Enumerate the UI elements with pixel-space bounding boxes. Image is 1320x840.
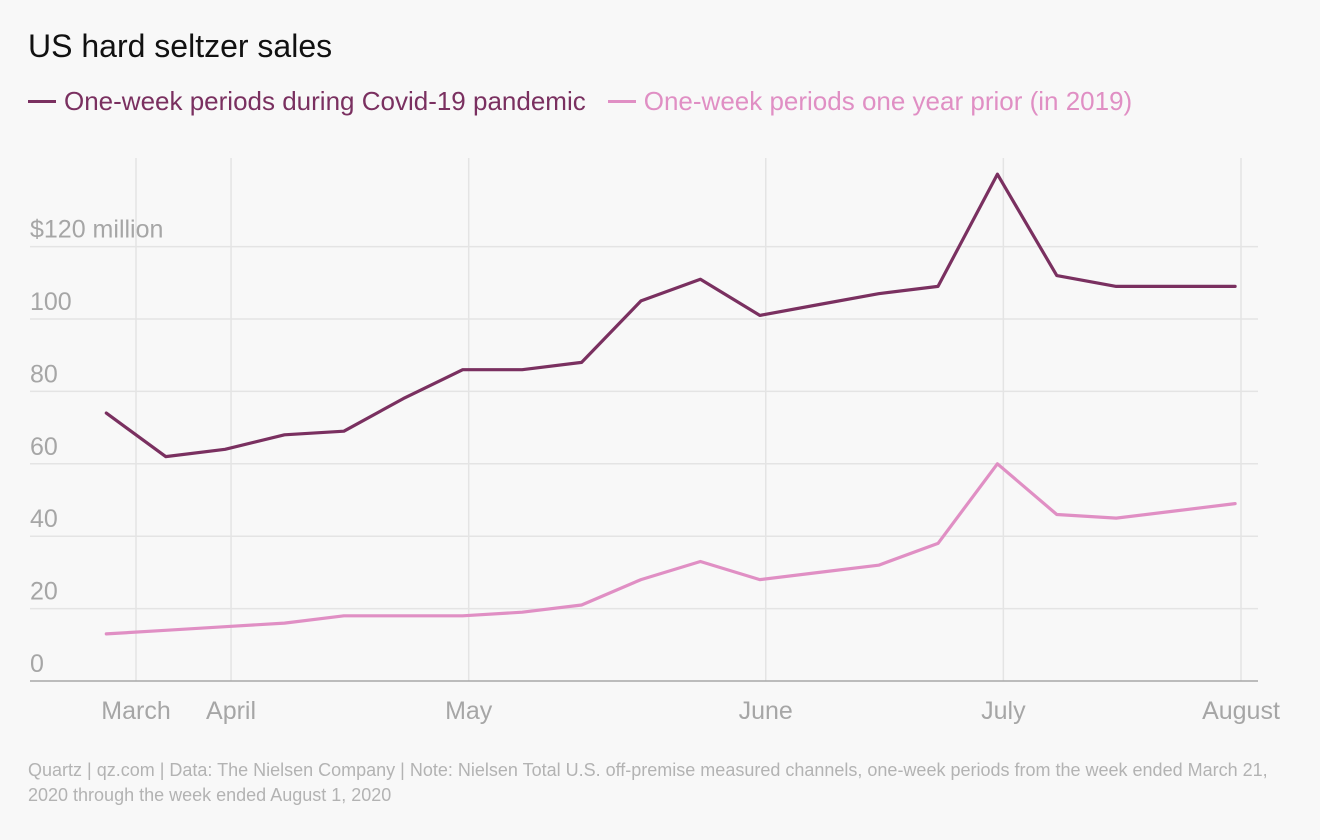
x-tick-label: March [101,697,170,725]
x-axis-ticks: March April May June July August [101,697,1280,725]
chart-title: US hard seltzer sales [28,28,333,64]
series-line-2019 [104,462,1237,636]
x-tick-label: May [445,697,493,725]
legend-item-covid: One-week periods during Covid-19 pandemi… [28,86,586,117]
legend-label-covid: One-week periods during Covid-19 pandemi… [64,86,586,116]
chart-footnote: Quartz | qz.com | Data: The Nielsen Comp… [28,760,1268,805]
y-tick-label: 0 [30,650,44,678]
chart-grid [30,158,1258,681]
x-tick-label: July [981,697,1026,725]
y-tick-label: 40 [30,505,58,533]
chart-legend: One-week periods during Covid-19 pandemi… [28,86,1154,117]
x-tick-label: April [206,697,256,725]
y-tick-label: 80 [30,360,58,388]
chart-series [104,172,1237,636]
legend-label-2019: One-week periods one year prior (in 2019… [643,86,1133,116]
x-tick-label: June [739,697,793,725]
y-axis-ticks: 0 20 40 60 80 100 $120 million [30,216,163,678]
series-line-covid [104,172,1237,459]
legend-swatch-2019 [607,100,636,103]
legend-swatch-covid [28,100,56,103]
line-chart: 0 20 40 60 80 100 $120 million March April May Ju… [30,158,1280,725]
y-tick-label: $120 million [30,216,163,244]
y-tick-label: 20 [30,578,58,606]
y-tick-label: 60 [30,433,58,461]
y-tick-label: 100 [30,288,72,316]
legend-item-2019: One-week periods one year prior (in 2019… [607,86,1133,117]
x-tick-label: August [1202,697,1280,725]
